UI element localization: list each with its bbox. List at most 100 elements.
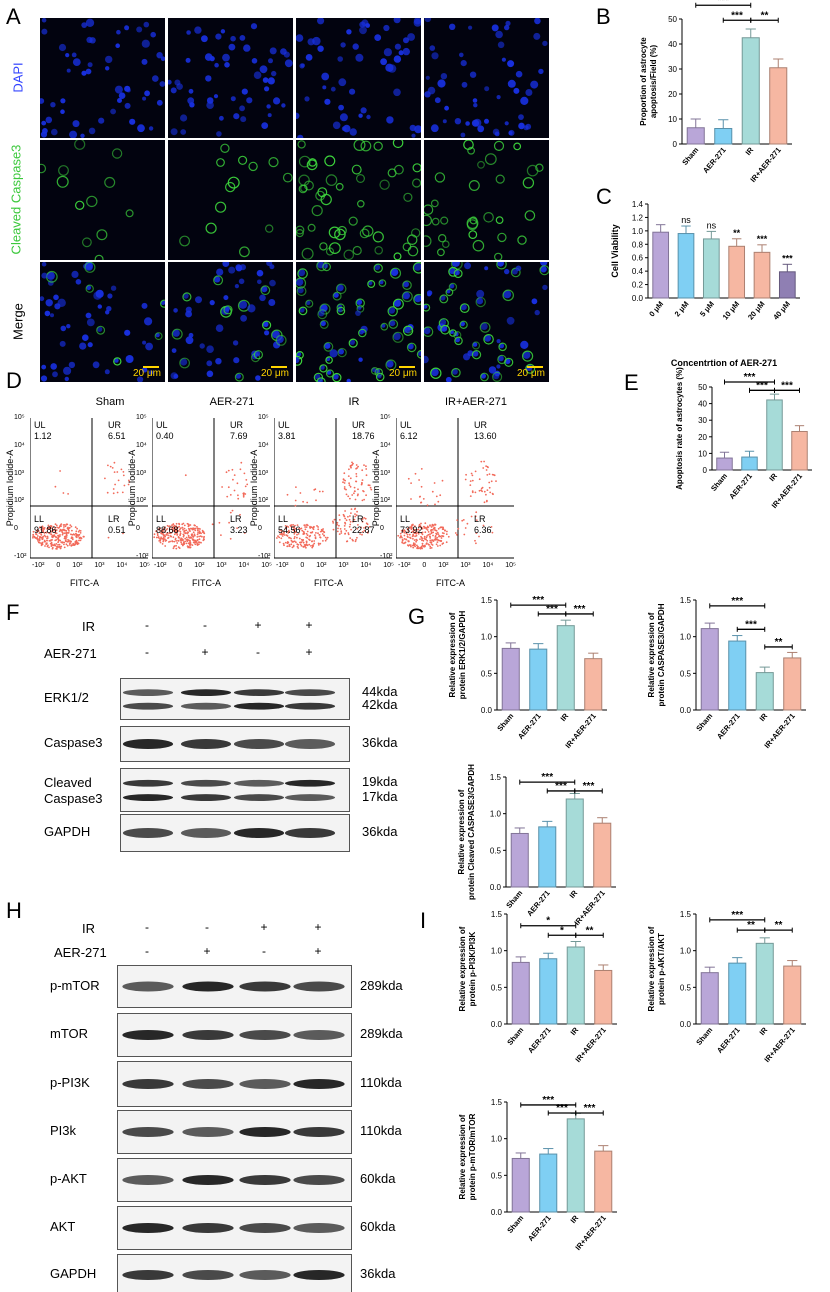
- event-dot: [355, 473, 358, 475]
- event-dot: [342, 478, 345, 481]
- x-tick-label: AER-271: [516, 712, 543, 741]
- micrograph-r2-c3: 20 μm: [424, 262, 549, 382]
- event-dot: [492, 493, 494, 496]
- x-tick-label: Sham: [694, 711, 714, 733]
- flow-y-tick: 10²: [136, 497, 147, 505]
- event-dot: [113, 471, 116, 473]
- event-dot: [348, 484, 351, 486]
- flow-x-label: FITC-A: [192, 578, 221, 588]
- h-ir-sign-0: -: [145, 920, 149, 934]
- event-dot: [193, 533, 196, 536]
- bar-1: [539, 1153, 558, 1213]
- event-dot: [426, 504, 429, 507]
- y-tick-label: 1.4: [632, 200, 644, 209]
- x-tick-label: IR: [569, 1025, 581, 1037]
- event-dot: [465, 473, 467, 476]
- event-dot: [45, 542, 48, 545]
- event-dot: [302, 545, 305, 548]
- event-dot: [221, 486, 223, 488]
- event-dot: [313, 489, 316, 491]
- event-dot: [192, 538, 195, 541]
- panel-label-e: E: [624, 370, 639, 395]
- y-tick-label: 0.0: [481, 706, 493, 715]
- event-dot: [419, 547, 422, 550]
- x-tick-label: Sham: [694, 1025, 714, 1047]
- event-dot: [114, 483, 116, 486]
- event-dot: [167, 534, 169, 537]
- event-dot: [412, 546, 415, 549]
- chart-e: 0 10 20 30 40 50 Apoptosis rate of astrocytes …: [675, 367, 812, 510]
- event-dot: [283, 534, 286, 536]
- event-dot: [175, 525, 178, 528]
- event-dot: [442, 535, 444, 538]
- event-dot: [420, 536, 423, 539]
- f-aer-sign-2: -: [256, 645, 260, 659]
- event-dot: [343, 472, 346, 475]
- bar-3: [584, 658, 603, 711]
- event-dot: [485, 469, 488, 471]
- h-blot-3: [117, 1110, 352, 1154]
- event-dot: [75, 539, 78, 542]
- flow-x-tick: 0: [56, 562, 61, 569]
- event-dot: [278, 536, 281, 539]
- event-dot: [429, 525, 431, 527]
- flow-x-tick: 10⁴: [116, 562, 128, 569]
- event-dot: [294, 530, 297, 533]
- event-dot: [407, 544, 409, 547]
- event-dot: [160, 529, 163, 531]
- band: [293, 1270, 345, 1280]
- event-dot: [347, 515, 349, 518]
- event-dot: [311, 540, 313, 542]
- event-dot: [127, 483, 130, 486]
- event-dot: [351, 464, 354, 466]
- y-tick-label: 1.0: [491, 947, 503, 956]
- event-dot: [50, 533, 52, 535]
- event-dot: [313, 525, 315, 528]
- event-dot: [292, 526, 294, 529]
- event-dot: [349, 520, 352, 523]
- flow-y-label: Propidium Iodide-A: [127, 449, 137, 527]
- event-dot: [486, 489, 489, 491]
- event-dot: [57, 541, 59, 544]
- event-dot: [51, 547, 54, 550]
- y-axis-label-2: protein p-mTOR/mTOR: [468, 1113, 477, 1200]
- event-dot: [279, 533, 281, 536]
- event-dot: [57, 536, 60, 539]
- event-dot: [423, 545, 426, 548]
- flow-y-tick: 10³: [258, 469, 269, 477]
- event-dot: [412, 542, 415, 545]
- event-dot: [432, 524, 434, 527]
- band: [239, 1223, 291, 1233]
- event-dot: [347, 533, 350, 536]
- quadrant-ll: LL 88.68: [156, 514, 179, 536]
- event-dot: [286, 493, 289, 496]
- event-dot: [282, 542, 285, 545]
- f-kda-2-0: 19kda: [362, 774, 398, 790]
- event-dot: [423, 537, 426, 540]
- event-dot: [44, 545, 46, 547]
- event-dot: [409, 544, 412, 547]
- event-dot: [441, 528, 444, 531]
- event-dot: [305, 543, 308, 546]
- event-dot: [339, 528, 342, 530]
- flow-x-ticks: -10² 0 10² 10³ 10⁴ 10⁵: [398, 562, 516, 569]
- event-dot: [318, 490, 321, 493]
- y-tick-label: 0.0: [491, 1208, 503, 1217]
- event-dot: [314, 536, 317, 538]
- event-dot: [325, 538, 328, 540]
- quadrant-name: LR: [230, 514, 242, 524]
- event-dot: [409, 526, 411, 529]
- event-dot: [172, 525, 175, 528]
- x-tick-label: IR: [767, 471, 779, 483]
- event-dot: [229, 511, 232, 514]
- event-dot: [294, 524, 296, 527]
- flow-x-tick: 10⁴: [482, 562, 494, 569]
- quadrant-value: 88.68: [156, 525, 179, 535]
- flow-x-tick: 10⁵: [139, 562, 150, 569]
- flow-y-tick: 10⁴: [258, 441, 269, 449]
- event-dot: [354, 540, 357, 543]
- h-kda-1-0: 289kda: [360, 1026, 403, 1041]
- event-dot: [171, 527, 173, 529]
- f-aer-sign-0: -: [145, 645, 149, 659]
- event-dot: [69, 524, 72, 526]
